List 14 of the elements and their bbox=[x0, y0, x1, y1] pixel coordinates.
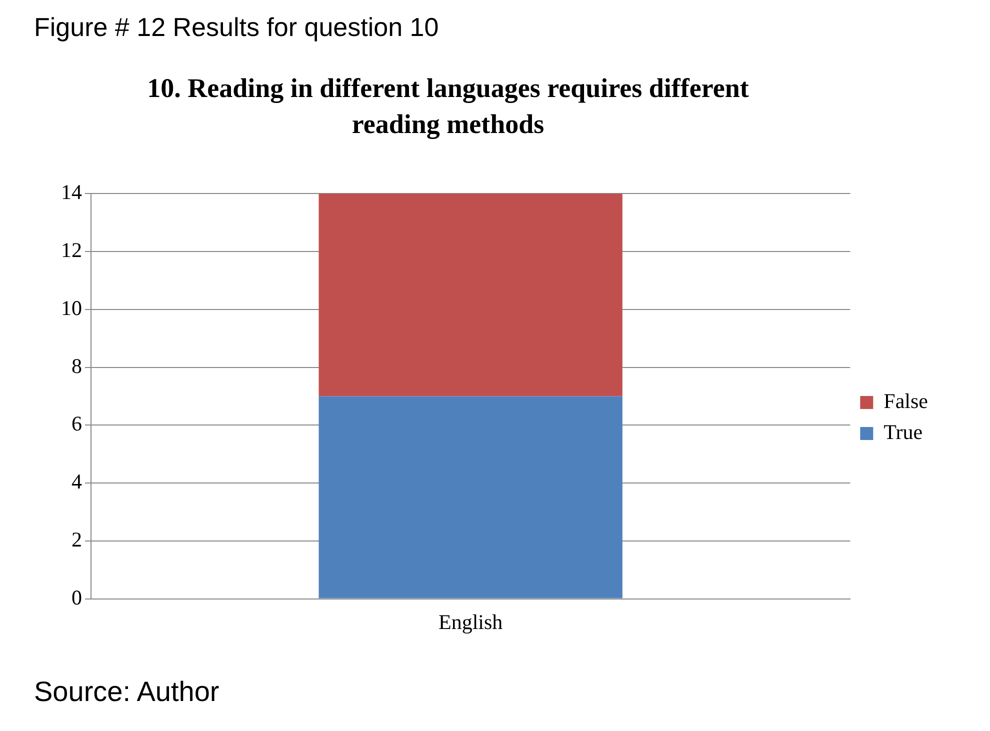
y-tick-label: 12 bbox=[61, 238, 82, 262]
y-tick-label: 14 bbox=[61, 180, 82, 204]
y-tick-label: 2 bbox=[72, 527, 82, 552]
y-tick-label: 6 bbox=[72, 412, 82, 436]
chart-title: 10. Reading in different languages requires different reading methods bbox=[146, 72, 750, 141]
y-tick-label: 8 bbox=[72, 354, 82, 378]
legend-label: True bbox=[884, 420, 923, 444]
y-tick-label: 10 bbox=[61, 296, 82, 320]
y-tick-label: 4 bbox=[72, 470, 82, 494]
source-note: Source: Author bbox=[34, 676, 220, 708]
legend-label: False bbox=[884, 389, 928, 414]
text: Figure # 12 Results for question 10 bbox=[34, 12, 439, 43]
y-tick-label: 0 bbox=[72, 585, 82, 610]
x-tick-label: English bbox=[438, 610, 504, 634]
